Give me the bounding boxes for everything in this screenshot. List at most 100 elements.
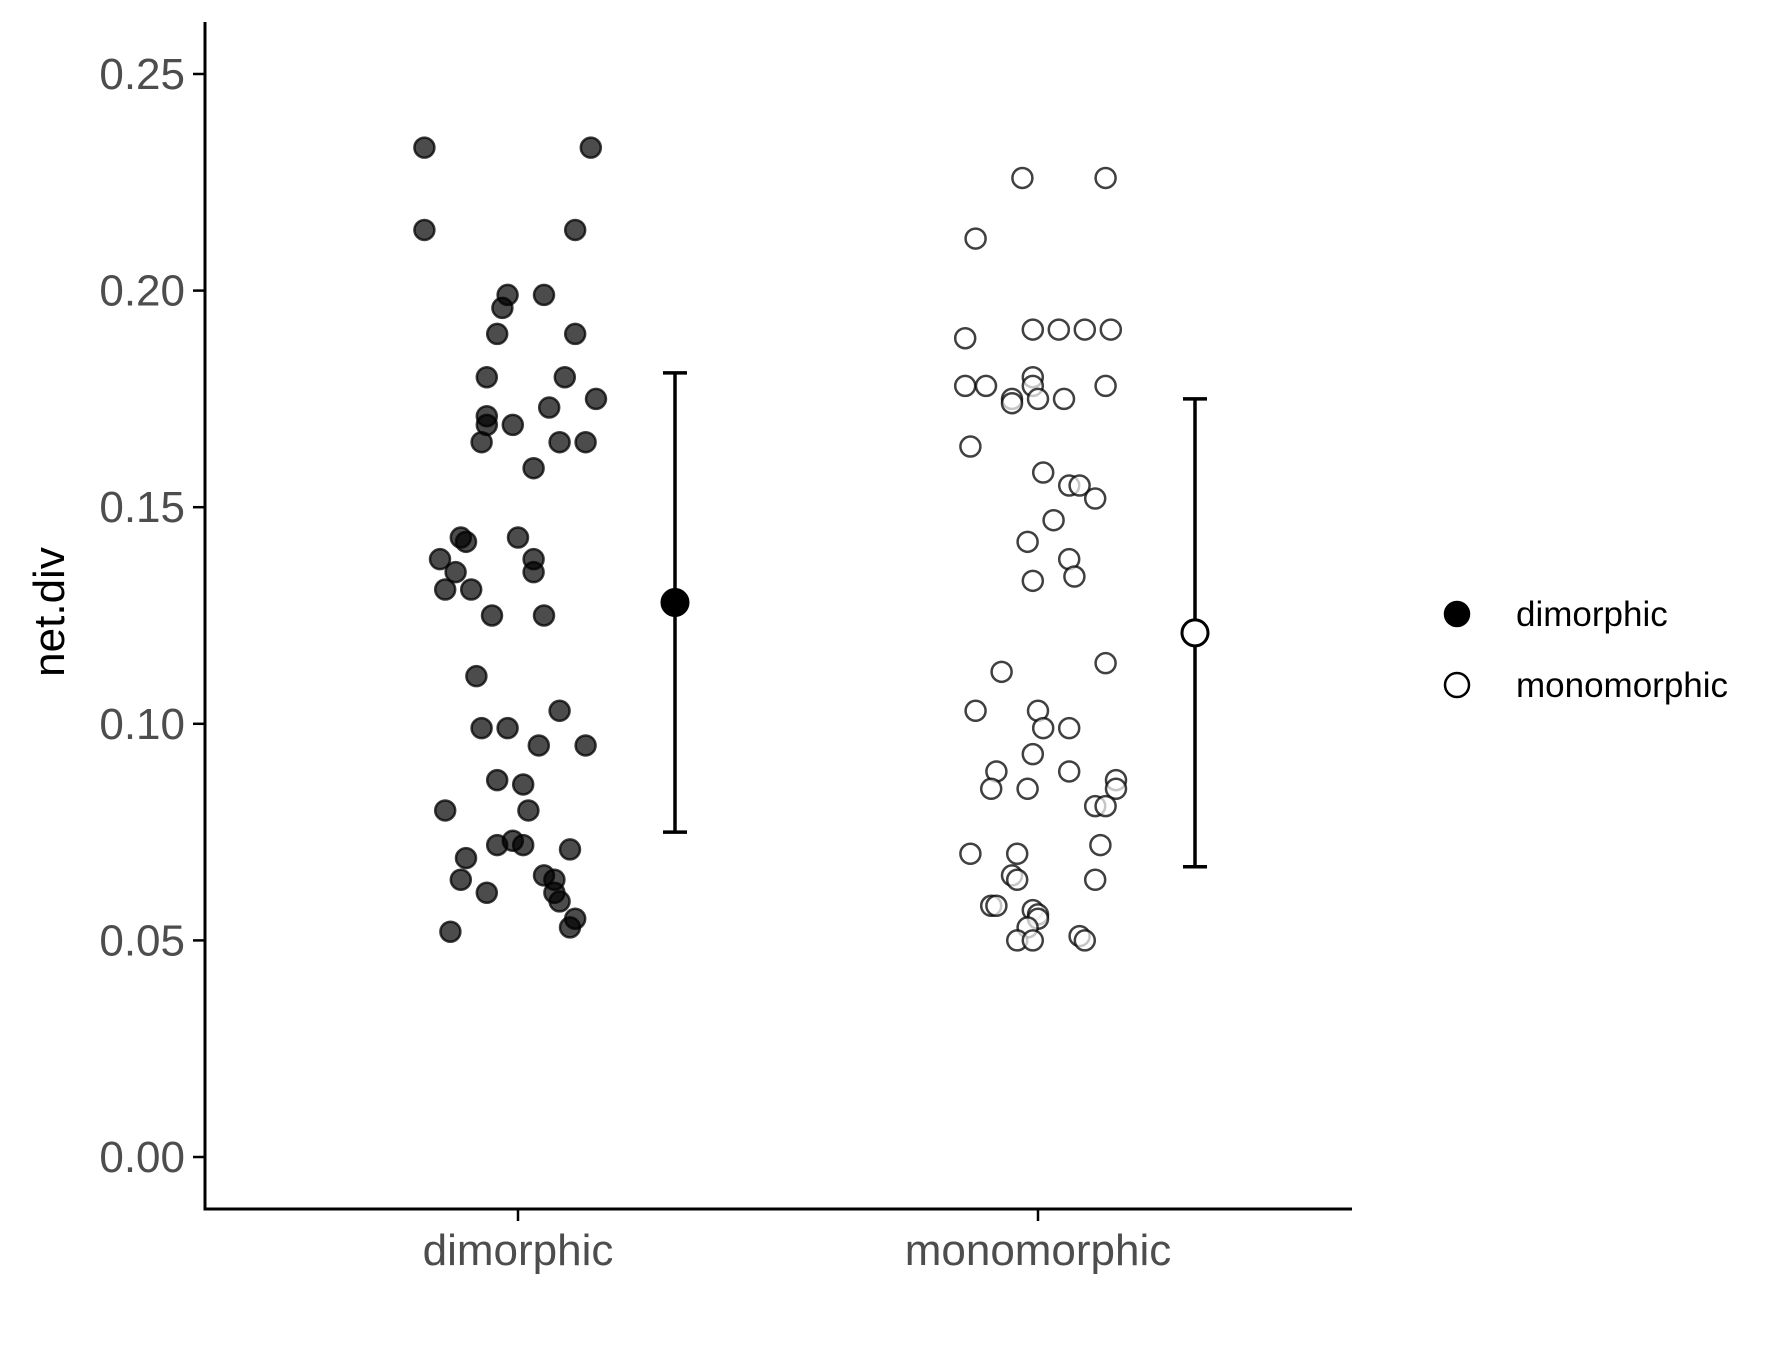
data-point-monomorphic (985, 894, 1008, 918)
data-point-dimorphic (413, 218, 436, 242)
data-point-monomorphic (1000, 391, 1024, 415)
data-point-dimorphic (511, 833, 535, 857)
axes: 0.00 0.05 0.10 0.15 0.20 0.25 dimorphic monomor… (99, 22, 1352, 1275)
data-point-dimorphic (548, 890, 571, 913)
data-point-dimorphic (506, 526, 530, 549)
data-point-monomorphic (1094, 794, 1117, 818)
data-point-dimorphic (496, 716, 519, 740)
data-point-dimorphic (485, 768, 509, 792)
data-point-monomorphic (959, 435, 982, 458)
data-point-monomorphic (1094, 374, 1117, 398)
data-point-dimorphic (553, 365, 577, 389)
data-point-monomorphic (1011, 166, 1034, 190)
data-point-dimorphic (558, 916, 582, 939)
data-point-monomorphic (1026, 387, 1050, 411)
data-point-dimorphic (433, 578, 457, 601)
data-point-dimorphic (558, 838, 582, 861)
data-point-dimorphic (444, 560, 467, 584)
data-point-monomorphic (1073, 318, 1097, 341)
y-tick-label: 0.10 (99, 700, 185, 749)
data-point-dimorphic (475, 365, 499, 389)
data-point-dimorphic (579, 136, 603, 159)
data-point-dimorphic (491, 296, 514, 320)
data-point-dimorphic (563, 322, 587, 346)
data-point-monomorphic (1068, 474, 1091, 497)
legend-key-monomorphic (1443, 671, 1471, 699)
data-point-dimorphic (563, 218, 587, 242)
data-point-monomorphic (1057, 716, 1081, 740)
data-point-monomorphic (1016, 530, 1039, 554)
data-point-dimorphic (532, 604, 556, 627)
data-point-monomorphic (1031, 716, 1055, 740)
data-point-dimorphic (480, 604, 504, 627)
data-point-dimorphic (584, 387, 608, 411)
y-tick-label: 0.05 (99, 916, 185, 965)
data-point-dimorphic (548, 699, 571, 723)
data-point-dimorphic (439, 920, 462, 943)
data-point-monomorphic (964, 699, 987, 723)
mean-marker-dimorphic (660, 588, 690, 618)
data-point-dimorphic (574, 430, 597, 454)
data-point-dimorphic (501, 413, 525, 437)
y-tick-label: 0.20 (99, 267, 185, 316)
data-point-monomorphic (1094, 166, 1117, 190)
data-point-dimorphic (465, 664, 488, 688)
data-point-monomorphic (1021, 569, 1045, 593)
data-point-dimorphic (470, 716, 493, 740)
x-tick-label-monomorphic: monomorphic (905, 1226, 1172, 1275)
data-point-dimorphic (527, 734, 551, 757)
data-point-monomorphic (1052, 387, 1076, 411)
data-point-monomorphic (1021, 318, 1045, 341)
x-tick-label-dimorphic: dimorphic (423, 1226, 614, 1275)
legend-label-dimorphic: dimorphic (1516, 595, 1668, 634)
data-point-monomorphic (1083, 487, 1107, 510)
data-point-monomorphic (1021, 929, 1045, 952)
data-point-monomorphic (1005, 868, 1029, 892)
legend: dimorphic monomorphic (1443, 595, 1728, 705)
y-tick-label: 0.25 (99, 50, 185, 99)
data-point-dimorphic (522, 456, 545, 480)
data-point-dimorphic (537, 396, 561, 419)
legend-key-dimorphic (1443, 600, 1471, 628)
data-point-monomorphic (964, 227, 987, 250)
data-point-dimorphic (413, 136, 436, 159)
data-point-dimorphic (517, 799, 540, 822)
data-point-monomorphic (1047, 318, 1071, 341)
data-point-monomorphic (1021, 742, 1045, 766)
data-point-dimorphic (454, 530, 478, 554)
summary-markers (660, 371, 1210, 869)
mean-marker-monomorphic (1180, 618, 1210, 648)
data-point-dimorphic (475, 881, 499, 905)
data-point-monomorphic (1057, 760, 1081, 783)
data-point-monomorphic (1083, 868, 1107, 892)
data-point-monomorphic (1005, 842, 1029, 866)
data-points (413, 136, 1128, 952)
data-point-monomorphic (1073, 929, 1097, 952)
y-tick-label: 0.15 (99, 483, 185, 532)
data-point-dimorphic (511, 773, 535, 796)
data-point-monomorphic (1031, 461, 1055, 484)
data-point-dimorphic (470, 430, 493, 454)
legend-label-monomorphic: monomorphic (1516, 666, 1728, 705)
data-point-monomorphic (1016, 777, 1039, 801)
y-axis-label: net.div (25, 547, 74, 677)
data-point-monomorphic (1042, 508, 1065, 532)
data-point-monomorphic (974, 374, 998, 398)
data-point-dimorphic (522, 560, 545, 584)
data-point-monomorphic (1094, 651, 1117, 675)
data-point-monomorphic (990, 660, 1013, 684)
data-point-monomorphic (1063, 565, 1086, 588)
data-point-monomorphic (979, 777, 1003, 801)
data-point-monomorphic (959, 842, 982, 866)
y-tick-label: 0.00 (99, 1133, 185, 1182)
data-point-monomorphic (953, 326, 977, 350)
data-point-dimorphic (574, 734, 597, 757)
data-point-dimorphic (548, 430, 571, 454)
data-point-monomorphic (1099, 318, 1123, 341)
data-point-monomorphic (953, 374, 977, 398)
data-point-dimorphic (433, 799, 457, 822)
data-point-dimorphic (454, 846, 478, 870)
data-point-dimorphic (428, 547, 452, 571)
data-point-dimorphic (485, 322, 509, 346)
